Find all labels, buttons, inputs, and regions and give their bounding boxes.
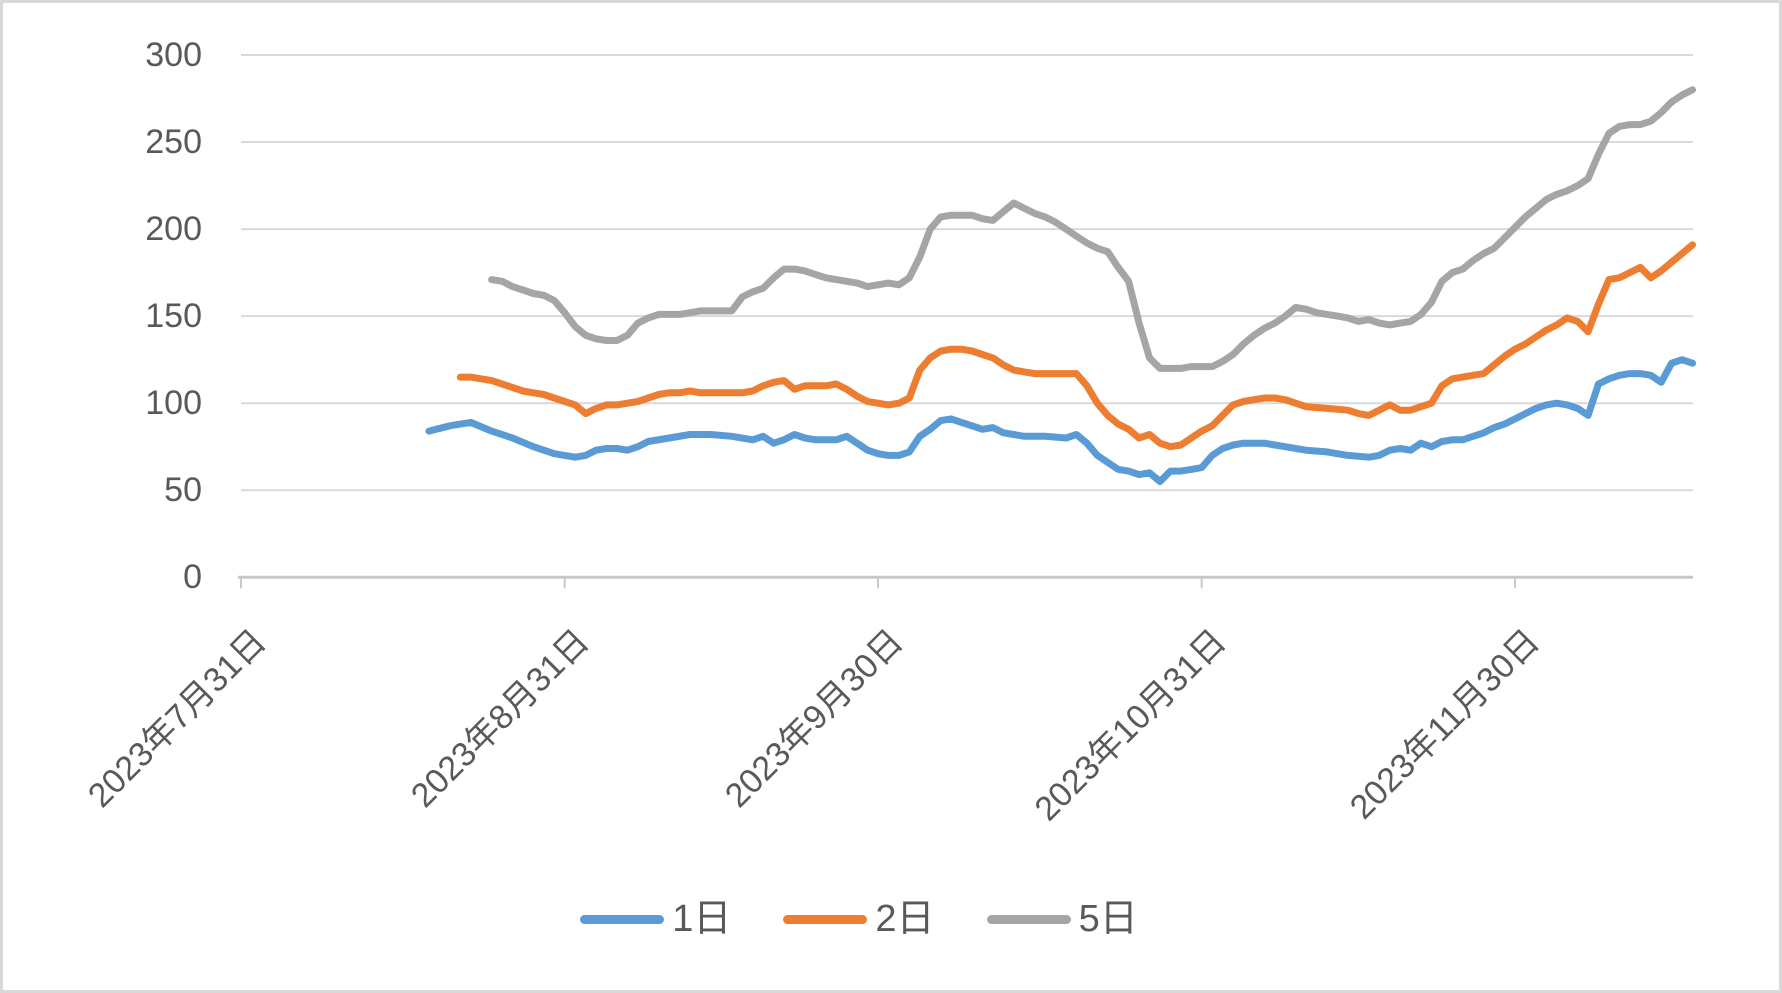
legend-item-2day: 2日 [783, 898, 935, 940]
plot-area [238, 54, 1696, 589]
legend-label: 1日 [672, 898, 732, 940]
series-line-5日 [488, 86, 1696, 372]
y-axis-label: 250 [145, 123, 202, 162]
legend: 1日 2日 5日 [3, 899, 1779, 939]
legend-label: 5日 [1078, 898, 1138, 940]
series-lines [425, 86, 1696, 485]
legend-line-swatch-icon [783, 914, 868, 924]
y-axis-label: 50 [164, 471, 202, 510]
y-axis-label: 0 [183, 558, 202, 597]
legend-item-1day: 1日 [580, 899, 731, 939]
legend-item-5day: 5日 [986, 898, 1138, 940]
y-axis-label: 300 [145, 36, 202, 74]
y-axis-label: 150 [145, 297, 202, 336]
series-line-2日 [456, 241, 1696, 451]
gridlines [241, 54, 1693, 492]
legend-label: 2日 [875, 898, 935, 940]
y-axis-label: 100 [145, 384, 202, 423]
x-axis-line [238, 575, 1693, 589]
legend-line-swatch-icon [580, 914, 665, 924]
legend-line-swatch-icon [986, 914, 1071, 924]
y-axis-label: 200 [145, 210, 202, 249]
series-line-1日 [425, 356, 1696, 485]
